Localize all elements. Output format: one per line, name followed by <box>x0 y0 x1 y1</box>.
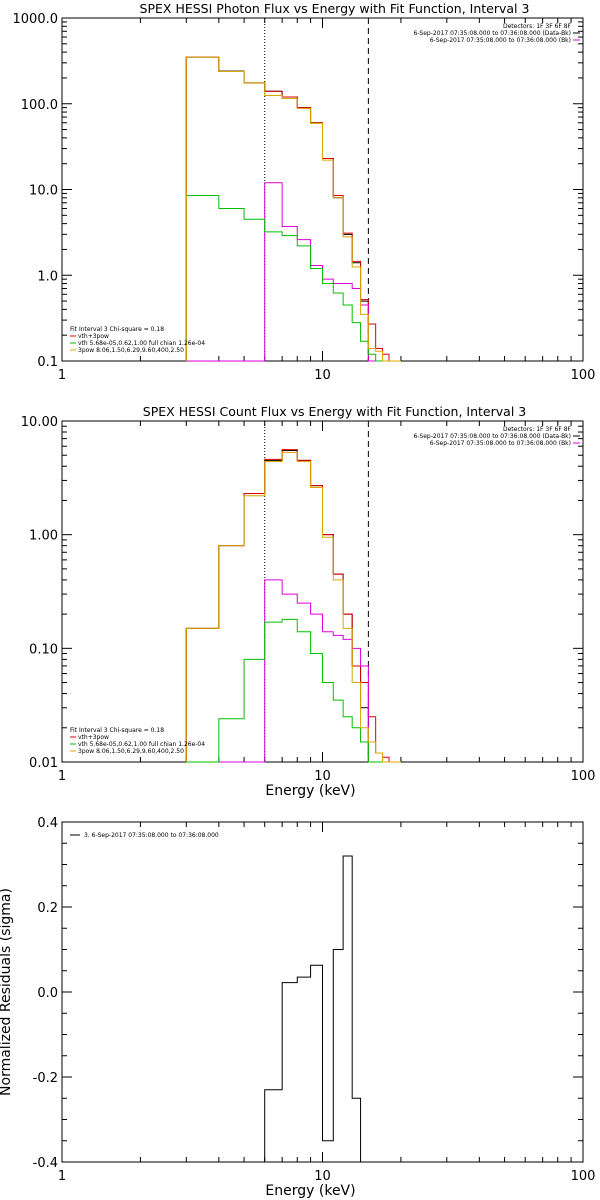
plot2-xtick-label-1: 10 <box>314 769 331 784</box>
plot1-legend-bl-0: Fit Interval 3 Chi-square = 0.18 <box>70 326 164 333</box>
plot3-ytick-label-1: -0.2 <box>33 1071 58 1086</box>
plot2-legend-bl-3: 3pow 8.06,1.50,6.29,9.60,400,2.50 <box>78 748 184 755</box>
plot1-title: SPEX HESSI Photon Flux vs Energy with Fi… <box>140 1 530 16</box>
plot1-xtick-label-2: 100 <box>571 368 596 383</box>
plot2-xlabel: Energy (keV) <box>265 783 355 799</box>
plot1-ytick-label-2: 10.0 <box>29 184 58 199</box>
plot2-legend-tr-2: 6-Sep-2017 07:35:08.000 to 07:36:08.000 … <box>430 440 571 447</box>
plot3-series-0 <box>264 855 369 1163</box>
plot2-legend-bl-0: Fit Interval 3 Chi-square = 0.18 <box>70 727 164 734</box>
plot3-ylabel: Normalized Residuals (sigma) <box>0 888 14 1096</box>
plot1-legend-bl-3: 3pow 8.06,1.50,6.29,9.60,400,2.50 <box>78 347 184 354</box>
plot2-legend-tr-1: 6-Sep-2017 07:35:08.000 to 07:36:08.000 … <box>413 433 571 440</box>
plot2-series-1 <box>185 449 401 763</box>
plot2-legend-bl-2: vth 5.68e-05,0.62,1.00 full chian 1.26e-… <box>78 741 205 748</box>
plot3-ytick-label-0: -0.4 <box>33 1156 58 1171</box>
plot3-xlabel: Energy (keV) <box>265 1183 355 1199</box>
plot2-series-3 <box>186 618 401 763</box>
plot1-series-3 <box>185 195 401 362</box>
plot1-ytick-label-4: 1000.0 <box>13 12 59 27</box>
plot1-legend-bl-1: vth+3pow <box>78 333 109 340</box>
plot1-ytick-label-1: 1.0 <box>37 269 58 284</box>
plot3-ytick-label-2: 0.0 <box>37 986 58 1001</box>
plot1-series-4 <box>185 56 401 362</box>
plot2-series-4 <box>185 451 401 763</box>
plot3-ytick-label-3: 0.2 <box>37 901 58 916</box>
plot2-ytick-label-1: 0.10 <box>29 642 58 657</box>
plot1-legend-tr-1: 6-Sep-2017 07:35:08.000 to 07:36:08.000 … <box>413 30 571 37</box>
plot1-xtick-label-0: 1 <box>58 368 66 383</box>
plot2-xtick-label-2: 100 <box>571 769 596 784</box>
plot2-ytick-label-0: 0.01 <box>29 756 58 771</box>
plot2-title: SPEX HESSI Count Flux vs Energy with Fit… <box>143 404 526 419</box>
plot3-xtick-label-1: 10 <box>314 1169 331 1184</box>
plot2-legend-tr-0: Detectors: 1F 3F 6F 8F <box>503 426 572 433</box>
plot2-legend-bl-1: vth+3pow <box>78 734 109 741</box>
plot1-frame <box>61 17 584 362</box>
plot3-legend-tl: 3. 6-Sep-2017 07:35:08.000 to 07:36:08.0… <box>84 832 219 839</box>
plot1-legend-tr-0: Detectors: 1F 3F 6F 8F <box>503 23 572 30</box>
plot2-ytick-label-2: 1.00 <box>29 529 58 544</box>
plot1-legend-bl-2: vth 5.68e-05,0.62,1.00 full chian 1.26e-… <box>78 340 205 347</box>
plot2-xtick-label-0: 1 <box>58 769 66 784</box>
plot3-xtick-label-0: 1 <box>58 1169 66 1184</box>
plot1-xtick-label-1: 10 <box>314 368 331 383</box>
plot2-frame <box>61 420 584 763</box>
plot1-ytick-label-3: 100.0 <box>21 98 58 113</box>
plot2-ytick-label-3: 10.00 <box>21 415 58 430</box>
plot3-xtick-label-2: 100 <box>571 1169 596 1184</box>
plot1-legend-tr-2: 6-Sep-2017 07:35:08.000 to 07:36:08.000 … <box>430 37 571 44</box>
plot1-ytick-label-0: 0.1 <box>37 355 58 370</box>
plot3-ytick-label-4: 0.4 <box>37 816 58 831</box>
